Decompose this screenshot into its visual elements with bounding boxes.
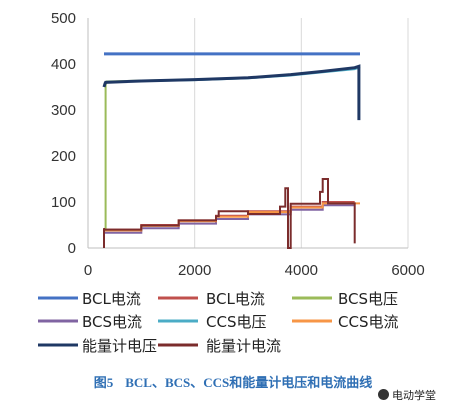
legend-item: BCL电流 (38, 290, 141, 308)
legend-item: CCS电压 (158, 313, 266, 331)
watermark: 电动学堂 (374, 386, 440, 404)
x-tick-label: 4000 (285, 262, 318, 279)
y-tick-label: 100 (51, 194, 76, 211)
figure-number: 图5 (93, 375, 114, 390)
y-tick-label: 500 (51, 10, 76, 27)
legend-label: CCS电压 (206, 313, 266, 331)
legend-label: BCS电压 (338, 290, 398, 308)
x-tick-label: 0 (84, 262, 92, 279)
y-tick-label: 400 (51, 56, 76, 73)
legend-label: BCS电流 (82, 313, 142, 331)
x-tick-label: 2000 (178, 262, 211, 279)
legend-item: BCS电流 (38, 313, 142, 331)
legend-item: 能量计电压 (38, 337, 157, 355)
legend-item: CCS电流 (292, 313, 398, 331)
x-tick-label: 6000 (391, 262, 424, 279)
legend-label: BCL电流 (82, 290, 141, 308)
caption-text: BCL、BCS、CCS和能量计电压和电流曲线 (125, 375, 373, 390)
legend-item: 能量计电流 (158, 337, 281, 355)
figure-caption: 图5 BCL、BCS、CCS和能量计电压和电流曲线 (0, 372, 466, 391)
y-tick-label: 0 (68, 240, 76, 257)
watermark-text: 电动学堂 (392, 389, 436, 402)
y-tick-label: 300 (51, 102, 76, 119)
axes (87, 18, 408, 249)
series-line-4 (104, 204, 355, 234)
legend-label: BCL电流 (206, 290, 265, 308)
legend-label: CCS电流 (338, 313, 398, 331)
y-tick-labels: 0 100 200 300 400 500 (51, 10, 76, 257)
y-tick-label: 200 (51, 148, 76, 165)
series-line-7 (102, 64, 361, 121)
watermark-logo-icon (378, 389, 389, 400)
legend-label: 能量计电压 (82, 337, 157, 355)
x-tick-labels: 0 2000 4000 6000 (84, 262, 425, 279)
legend-item: BCS电压 (292, 290, 398, 308)
legend-label: 能量计电流 (206, 337, 281, 355)
series-line-8 (103, 178, 356, 249)
legend-item: BCL电流 (158, 290, 265, 308)
series-group (102, 52, 361, 249)
